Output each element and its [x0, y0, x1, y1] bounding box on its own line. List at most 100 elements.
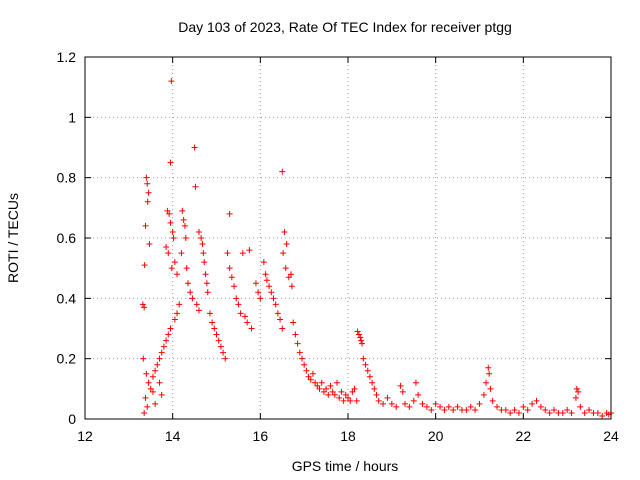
- data-point: [515, 409, 522, 416]
- data-point: [354, 328, 361, 335]
- data-point: [149, 373, 156, 380]
- data-point: [577, 403, 584, 410]
- grid-lines: [85, 57, 611, 419]
- x-tick-label: 12: [77, 428, 93, 444]
- data-point: [445, 403, 452, 410]
- data-point: [277, 316, 284, 323]
- data-point: [213, 331, 220, 338]
- y-tick-label: 1: [68, 109, 76, 125]
- data-point: [428, 406, 435, 413]
- data-point: [252, 280, 259, 287]
- data-point: [360, 355, 367, 362]
- data-point: [260, 259, 267, 266]
- data-point: [397, 382, 404, 389]
- data-point: [359, 340, 366, 347]
- data-point: [288, 283, 295, 290]
- data-point: [384, 394, 391, 401]
- data-point: [364, 367, 371, 374]
- data-point: [239, 250, 246, 257]
- x-tick-label: 16: [253, 428, 269, 444]
- data-point: [169, 228, 176, 235]
- data-point: [401, 400, 408, 407]
- data-point: [318, 379, 325, 386]
- data-point: [176, 301, 183, 308]
- data-point: [486, 370, 493, 377]
- data-point: [174, 271, 181, 278]
- data-point: [314, 382, 321, 389]
- x-tick-label: 18: [340, 428, 356, 444]
- data-point: [380, 400, 387, 407]
- data-point: [203, 280, 210, 287]
- data-point: [263, 277, 270, 284]
- data-point: [255, 289, 262, 296]
- data-point: [158, 391, 165, 398]
- data-point: [559, 409, 566, 416]
- data-point: [144, 198, 151, 205]
- data-point: [198, 235, 205, 241]
- data-point: [283, 241, 290, 248]
- data-point: [331, 391, 338, 398]
- data-point: [454, 403, 461, 410]
- data-point: [353, 397, 360, 404]
- data-point: [209, 319, 216, 326]
- data-point: [572, 394, 579, 401]
- data-point: [419, 400, 426, 407]
- data-point: [178, 250, 185, 257]
- data-point: [480, 391, 487, 398]
- data-point: [483, 379, 490, 386]
- data-point: [163, 337, 170, 344]
- data-point: [358, 337, 365, 344]
- data-point: [369, 379, 376, 386]
- data-point: [185, 280, 192, 287]
- data-point: [410, 397, 417, 404]
- data-point: [158, 349, 165, 356]
- x-tick-label: 22: [516, 428, 532, 444]
- data-point: [494, 403, 501, 410]
- data-point: [195, 228, 202, 235]
- data-point: [187, 289, 194, 296]
- y-tick-label: 0.4: [57, 290, 77, 306]
- data-point: [511, 406, 518, 413]
- data-point: [160, 343, 167, 350]
- chart-title: Day 103 of 2023, Rate Of TEC Index for r…: [178, 19, 512, 35]
- data-point: [168, 78, 175, 85]
- y-tick-label: 1.2: [57, 49, 77, 65]
- data-point: [296, 349, 303, 356]
- data-point: [546, 409, 553, 416]
- data-point: [537, 403, 544, 410]
- data-point: [241, 313, 248, 320]
- data-point: [312, 379, 319, 386]
- data-point: [182, 235, 189, 241]
- data-point: [303, 367, 310, 374]
- x-tick-label: 20: [428, 428, 444, 444]
- data-point: [450, 406, 457, 413]
- data-point: [347, 397, 354, 404]
- data-point: [145, 189, 152, 196]
- data-point: [206, 310, 213, 317]
- data-point: [399, 388, 406, 395]
- data-point: [193, 301, 200, 308]
- data-point: [226, 210, 233, 217]
- data-point: [195, 307, 202, 314]
- data-point: [342, 391, 349, 398]
- data-point: [274, 310, 281, 317]
- data-point: [290, 319, 297, 326]
- data-point: [586, 406, 593, 413]
- data-point: [154, 361, 161, 368]
- data-point: [281, 228, 288, 235]
- data-point: [327, 382, 334, 389]
- data-point: [220, 349, 227, 356]
- data-point: [282, 265, 289, 272]
- data-point: [279, 168, 286, 175]
- data-point: [542, 406, 549, 413]
- data-point: [507, 409, 514, 416]
- data-point: [237, 310, 244, 317]
- data-point: [463, 406, 470, 413]
- data-point: [165, 331, 172, 338]
- data-point: [202, 271, 209, 278]
- data-point: [233, 295, 240, 302]
- data-point: [147, 385, 154, 392]
- data-point: [226, 265, 233, 272]
- data-point: [305, 373, 312, 380]
- y-tick-label: 0.6: [57, 230, 77, 246]
